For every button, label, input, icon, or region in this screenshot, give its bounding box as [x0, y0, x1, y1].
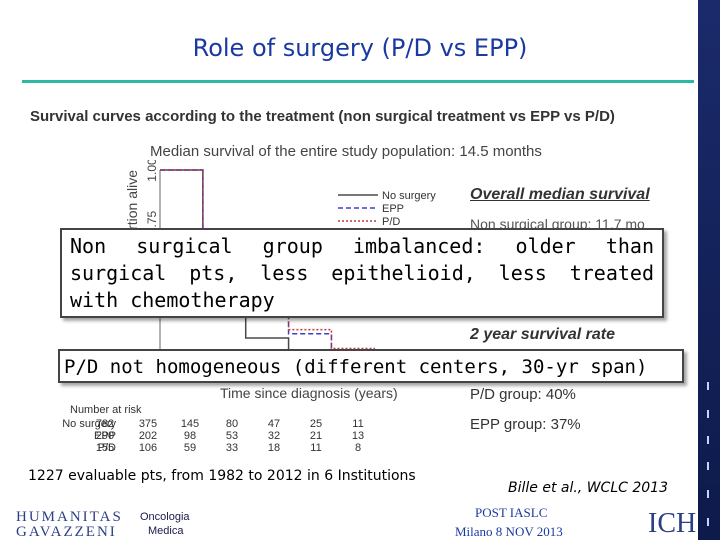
y-tick-label: 1.00	[145, 160, 159, 182]
title-divider	[22, 80, 694, 83]
risk-cell: 18	[267, 442, 281, 454]
risk-cell: 11	[310, 442, 322, 454]
strip-tick	[707, 382, 709, 390]
pd-callout: P/D not homogeneous (different centers, …	[58, 349, 684, 383]
risk-table-title: Number at risk	[70, 404, 142, 416]
epp-group-rate: EPP group: 37%	[470, 416, 581, 433]
logo-line: GAVAZZENI	[16, 524, 117, 540]
legend-label: P/D	[382, 216, 400, 228]
strip-tick	[707, 490, 709, 498]
icch-logo: ICH	[648, 508, 697, 539]
risk-cell: 8	[354, 442, 362, 454]
risk-cell: 32	[267, 430, 281, 442]
right-decor-strip	[698, 0, 720, 540]
risk-cell: 782	[95, 418, 115, 430]
logo-line: Medica	[148, 525, 184, 537]
strip-tick	[707, 462, 709, 470]
x-axis-label: Time since diagnosis (years)	[220, 385, 398, 401]
strip-tick	[707, 410, 709, 418]
risk-cell: 106	[138, 442, 158, 454]
strip-tick	[707, 518, 709, 526]
legend-label: EPP	[382, 203, 404, 215]
humanitas-logo: HUMANITAS GAVAZZENI	[16, 510, 123, 540]
risk-cell: 33	[225, 442, 239, 454]
logo-line: Oncologia	[140, 511, 190, 523]
risk-cell: 47	[267, 418, 281, 430]
risk-row-label: EPP	[93, 430, 116, 442]
risk-cell: 53	[225, 430, 239, 442]
evaluable-patients-note: 1227 evaluable pts, from 1982 to 2012 in…	[28, 468, 416, 484]
logo-line: HUMANITAS	[16, 509, 123, 525]
risk-cell: 375	[138, 418, 158, 430]
two-year-survival-title: 2 year survival rate	[470, 326, 615, 343]
oncologia-logo: Oncologia Medica	[140, 510, 190, 538]
event-name: POST IASLC	[475, 505, 548, 520]
citation: Bille et al., WCLC 2013	[508, 480, 668, 496]
risk-cell: 145	[180, 418, 200, 430]
risk-cell: 11	[352, 418, 364, 430]
risk-cell: 25	[309, 418, 323, 430]
risk-cell: 155	[95, 442, 115, 454]
risk-cell: 80	[225, 418, 239, 430]
risk-cell: 290	[95, 430, 115, 442]
overall-median-title: Overall median survival	[470, 186, 650, 203]
imbalance-callout: Non surgical group imbalanced: older tha…	[60, 228, 664, 318]
risk-cell: 13	[351, 430, 365, 442]
strip-tick	[707, 436, 709, 444]
legend-label: No surgery	[382, 190, 436, 202]
pd-group-rate: P/D group: 40%	[470, 386, 576, 403]
risk-cell: 98	[183, 430, 197, 442]
risk-cell: 59	[183, 442, 197, 454]
risk-row-label: No surgery	[62, 418, 116, 430]
figure-heading: Survival curves according to the treatme…	[30, 108, 615, 125]
slide-title: Role of surgery (P/D vs EPP)	[192, 34, 528, 62]
risk-cell: 202	[138, 430, 158, 442]
risk-row-label: P/D	[97, 442, 116, 454]
risk-cell: 21	[309, 430, 323, 442]
median-survival-note: Median survival of the entire study popu…	[150, 143, 542, 160]
event-date: Milano 8 NOV 2013	[455, 524, 563, 539]
